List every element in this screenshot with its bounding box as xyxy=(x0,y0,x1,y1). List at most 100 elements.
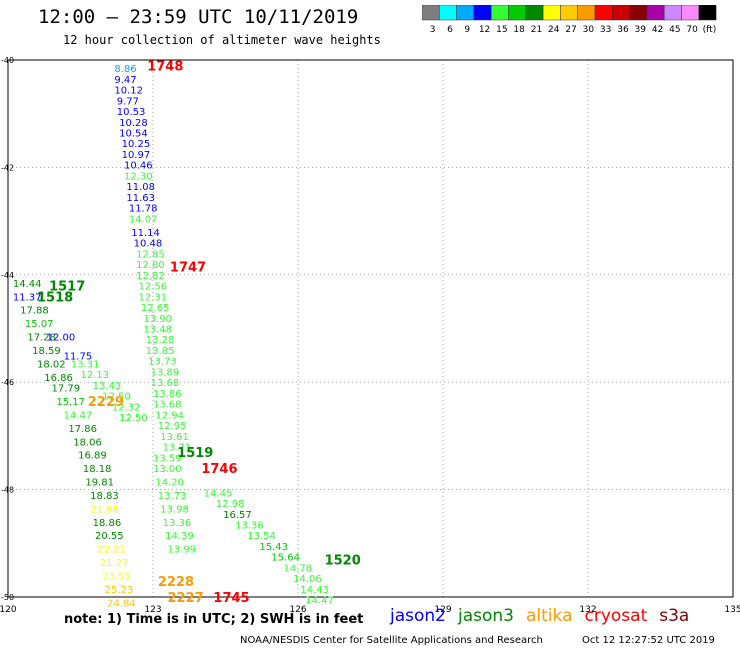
wave-height-value: 11.63 xyxy=(126,193,155,204)
colorbar-label: 27 xyxy=(565,25,576,35)
colorbar-label: 70 xyxy=(686,25,698,35)
longitude-tick-label: 123 xyxy=(144,605,161,615)
satellite-legend-item: jason2 xyxy=(390,606,446,626)
pass-time-label: 2227 xyxy=(168,591,204,606)
wave-height-value: 10.12 xyxy=(114,86,143,97)
wave-height-value: 14.39 xyxy=(165,531,194,542)
wave-height-value: 23.55 xyxy=(102,572,131,583)
wave-height-value: 13.28 xyxy=(146,335,175,346)
pass-time-label: 2228 xyxy=(158,575,194,590)
pass-time-label: 1748 xyxy=(147,59,183,74)
colorbar-label: 36 xyxy=(617,25,629,35)
wave-height-value: 13.00 xyxy=(153,464,182,475)
satellite-legend-item: jason3 xyxy=(458,606,514,626)
wave-height-value: 13.98 xyxy=(160,504,189,515)
pass-time-label: 1518 xyxy=(37,290,73,305)
wave-height-value: 12.80 xyxy=(136,260,165,271)
wave-height-value: 17.88 xyxy=(20,306,49,317)
colorbar-label: 24 xyxy=(548,25,560,35)
wave-height-value: 19.81 xyxy=(85,478,114,489)
satellite-legend-item: altika xyxy=(526,606,573,626)
wave-height-value: 13.59 xyxy=(153,453,182,464)
footer-note: note: 1) Time is in UTC; 2) SWH is in fe… xyxy=(64,612,364,627)
longitude-tick-label: 129 xyxy=(434,605,451,615)
wave-height-value: 15.07 xyxy=(25,319,54,330)
latitude-tick-label: -48 xyxy=(1,486,14,495)
pass-time-label: 1520 xyxy=(325,553,361,568)
colorbar-label: 33 xyxy=(600,25,611,35)
wave-height-value: 13.99 xyxy=(168,545,197,556)
wave-height-value: 22.21 xyxy=(97,545,126,556)
wave-height-value: 11.75 xyxy=(64,351,93,362)
longitude-tick-label: 120 xyxy=(0,605,17,615)
colorbar-label: 42 xyxy=(652,25,663,35)
colorbar-label: 30 xyxy=(583,25,595,35)
map-frame xyxy=(7,59,734,598)
pass-time-label: 1747 xyxy=(170,261,206,276)
wave-height-value: 17.86 xyxy=(68,424,97,435)
latitude-tick-label: -44 xyxy=(1,271,14,280)
wave-height-value: 16.89 xyxy=(78,451,107,462)
wave-height-value: 13.73 xyxy=(158,491,187,502)
wave-height-value: 12.00 xyxy=(47,333,76,344)
pass-time-label: 1745 xyxy=(213,591,249,606)
colorbar-label: 18 xyxy=(513,25,525,35)
satellite-legend-item: cryosat xyxy=(584,606,648,626)
wave-height-value: 16.57 xyxy=(223,510,252,521)
wave-height-value: 13.68 xyxy=(153,400,182,411)
wave-height-value: 20.55 xyxy=(95,531,124,542)
wave-height-value: 11.78 xyxy=(129,204,158,215)
colorbar-label: 15 xyxy=(496,25,507,35)
wave-height-value: 10.97 xyxy=(122,150,151,161)
wave-height-value: 13.73 xyxy=(148,357,177,368)
wave-height-value: 24.84 xyxy=(107,598,136,609)
wave-height-value: 10.48 xyxy=(134,239,163,250)
wave-height-value: 13.61 xyxy=(160,432,189,443)
wave-height-value: 12.95 xyxy=(158,421,187,432)
wave-height-value: 18.59 xyxy=(32,346,61,357)
wave-height-value: 13.54 xyxy=(247,531,276,542)
wave-height-value: 11.14 xyxy=(131,228,160,239)
wave-height-value: 13.68 xyxy=(151,378,180,389)
wave-height-value: 14.44 xyxy=(13,279,42,290)
wave-height-value: 10.46 xyxy=(124,161,153,172)
wave-height-value: 14.43 xyxy=(300,585,329,596)
wave-height-value: 13.31 xyxy=(71,359,100,370)
colorbar-swatch xyxy=(698,5,717,21)
pass-time-label: 1746 xyxy=(201,462,237,477)
wave-height-value: 14.47 xyxy=(305,596,334,607)
wave-height-value: 15.64 xyxy=(271,553,300,564)
wave-height-value: 9.77 xyxy=(117,96,139,107)
colorbar-label: 9 xyxy=(464,25,470,35)
wave-height-value: 13.89 xyxy=(151,367,180,378)
wave-height-value: 13.71 xyxy=(163,443,192,454)
wave-height-value: 12.65 xyxy=(141,303,170,314)
wave-height-value: 25.23 xyxy=(105,585,134,596)
wave-height-value: 12.85 xyxy=(136,249,165,260)
wave-height-value: 13.86 xyxy=(153,389,182,400)
wave-height-value: 21.27 xyxy=(100,558,129,569)
pass-time-label: 1517 xyxy=(49,280,85,295)
wave-height-value: 12.30 xyxy=(124,171,153,182)
wave-height-value: 10.53 xyxy=(117,107,146,118)
wave-height-value: 13.36 xyxy=(235,521,264,532)
map-title: 12:00 – 23:59 UTC 10/11/2019 xyxy=(38,6,359,28)
wave-height-value: 14.20 xyxy=(155,478,184,489)
wave-height-value: 18.86 xyxy=(93,518,122,529)
wave-height-value: 12.56 xyxy=(139,282,168,293)
latitude-tick-label: -46 xyxy=(1,378,14,387)
wave-height-value: 14.45 xyxy=(204,488,233,499)
wave-height-value: 12.98 xyxy=(216,499,245,510)
credit-text: NOAA/NESDIS Center for Satellite Applica… xyxy=(240,635,543,646)
colorbar-label: (ft) xyxy=(703,25,717,35)
colorbar-label: 39 xyxy=(635,25,647,35)
wave-height-value: 13.48 xyxy=(143,325,172,336)
longitude-tick-label: 132 xyxy=(579,605,596,615)
wave-height-value: 12.94 xyxy=(155,410,184,421)
wave-height-value: 12.50 xyxy=(102,392,131,403)
wave-height-value: 13.90 xyxy=(143,314,172,325)
longitude-tick-label: 126 xyxy=(289,605,306,615)
wave-height-value: 13.43 xyxy=(93,381,122,392)
wave-height-value: 17.28 xyxy=(27,333,56,344)
